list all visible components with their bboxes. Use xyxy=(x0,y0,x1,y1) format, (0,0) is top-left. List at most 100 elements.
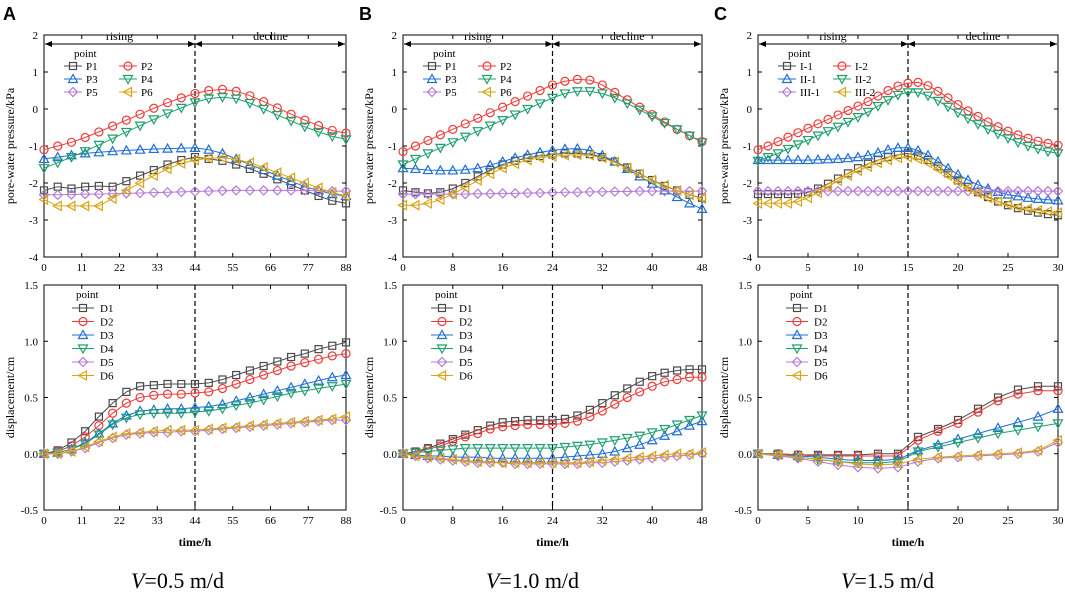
data-point-d1 xyxy=(190,379,200,389)
y-tick-label: -2 xyxy=(388,178,397,190)
data-point-p5 xyxy=(534,187,546,199)
data-point-iii-2 xyxy=(922,157,933,169)
x-tick-label: 24 xyxy=(547,515,559,527)
legend-marker xyxy=(77,356,89,368)
data-point-d2 xyxy=(327,351,337,361)
legend-marker xyxy=(67,86,79,98)
data-point-ii-2 xyxy=(762,153,774,163)
data-point-d4 xyxy=(912,447,924,458)
series-d4 xyxy=(397,411,708,460)
data-point-p2 xyxy=(435,130,445,140)
data-point-p5 xyxy=(634,185,646,197)
data-point-ii-1 xyxy=(862,149,874,160)
data-point-p2 xyxy=(572,74,583,85)
data-point-iii-2 xyxy=(1022,203,1033,215)
data-point-p4 xyxy=(175,103,187,114)
data-point-p6 xyxy=(312,182,323,194)
data-point-d3 xyxy=(340,369,352,380)
data-point-iii-2 xyxy=(1042,205,1053,218)
legend-marker xyxy=(122,74,134,85)
data-point-d3 xyxy=(932,439,944,449)
data-point-d3 xyxy=(596,448,608,458)
panel-letter-b: B xyxy=(359,4,372,24)
data-point-p2 xyxy=(149,103,159,113)
data-point-d4 xyxy=(230,401,242,412)
data-point-d1 xyxy=(94,412,104,421)
data-point-d2 xyxy=(162,389,173,399)
legend-label: D4 xyxy=(459,344,473,356)
data-point-iii-1 xyxy=(752,185,764,197)
legend-marker xyxy=(436,344,448,355)
caption-b-value: =1.0 m/d xyxy=(499,568,580,593)
data-point-p6 xyxy=(609,156,619,168)
x-tick-label: 88 xyxy=(341,515,353,527)
legend-marker xyxy=(481,86,492,98)
data-point-iii-1 xyxy=(992,185,1004,197)
data-point-d3 xyxy=(1012,416,1024,427)
data-point-i-2 xyxy=(913,77,923,87)
series-line-d6 xyxy=(402,452,703,464)
data-point-iii-2 xyxy=(782,197,793,209)
data-point-p2 xyxy=(327,125,337,136)
legend-marker xyxy=(436,356,448,368)
data-point-d6 xyxy=(65,445,76,458)
data-point-i-2 xyxy=(773,136,783,147)
data-point-d6 xyxy=(120,427,131,440)
data-point-p6 xyxy=(216,152,227,164)
legend-marker xyxy=(122,86,133,98)
data-point-p4 xyxy=(271,110,283,121)
y-tick-label: 0.5 xyxy=(24,393,38,405)
legend-marker xyxy=(77,329,89,340)
x-tick-label: 33 xyxy=(152,262,164,274)
data-point-ii-1 xyxy=(892,142,904,152)
data-point-d1 xyxy=(523,415,532,425)
data-point-ii-2 xyxy=(1032,144,1044,155)
data-point-p6 xyxy=(189,154,200,166)
y-tick-label: 0.5 xyxy=(738,393,752,405)
data-point-iii-1 xyxy=(1052,185,1064,197)
data-point-d3 xyxy=(244,391,256,402)
data-point-d3 xyxy=(189,401,201,412)
legend-label: II-1 xyxy=(800,74,817,86)
data-point-iii-1 xyxy=(922,185,934,197)
legend-label: D6 xyxy=(814,371,828,383)
legend-marker xyxy=(836,86,847,98)
x-tick-label: 77 xyxy=(303,262,315,274)
y-tick-label: -4 xyxy=(29,252,39,264)
data-point-p2 xyxy=(410,141,421,151)
data-point-ii-2 xyxy=(822,127,834,137)
data-point-d2 xyxy=(135,392,145,403)
data-point-ii-1 xyxy=(782,154,794,165)
data-point-p4 xyxy=(696,138,708,149)
data-point-d3 xyxy=(671,425,683,436)
data-point-p6 xyxy=(534,152,545,164)
x-tick-label: 30 xyxy=(1053,515,1065,527)
data-point-p5 xyxy=(203,185,215,197)
data-point-p4 xyxy=(559,89,571,100)
rising-arrow-right-head xyxy=(188,41,195,47)
data-point-d4 xyxy=(1032,422,1044,433)
data-point-d1 xyxy=(498,418,507,427)
data-point-p4 xyxy=(409,154,421,165)
data-point-p3 xyxy=(434,164,446,175)
data-point-p2 xyxy=(108,121,118,131)
x-tick-label: 8 xyxy=(450,515,456,527)
x-tick-label: 0 xyxy=(400,262,406,274)
data-point-d3 xyxy=(522,452,534,463)
data-point-d6 xyxy=(671,448,682,460)
data-point-d4 xyxy=(1012,426,1024,436)
data-point-iii-1 xyxy=(842,185,854,197)
data-point-iii-1 xyxy=(792,185,804,197)
data-point-p5 xyxy=(509,188,521,199)
series-line-d3 xyxy=(757,408,1059,461)
data-point-p3 xyxy=(671,191,683,202)
data-point-d1 xyxy=(204,378,213,387)
legend-marker xyxy=(437,316,447,327)
x-tick-label: 40 xyxy=(647,262,659,274)
y-tick-label: -1 xyxy=(743,141,752,153)
data-point-ii-2 xyxy=(942,102,954,113)
data-point-ii-1 xyxy=(962,174,974,185)
legend-label: P5 xyxy=(86,87,98,99)
data-point-p4 xyxy=(216,93,228,103)
data-point-p5 xyxy=(459,188,471,200)
